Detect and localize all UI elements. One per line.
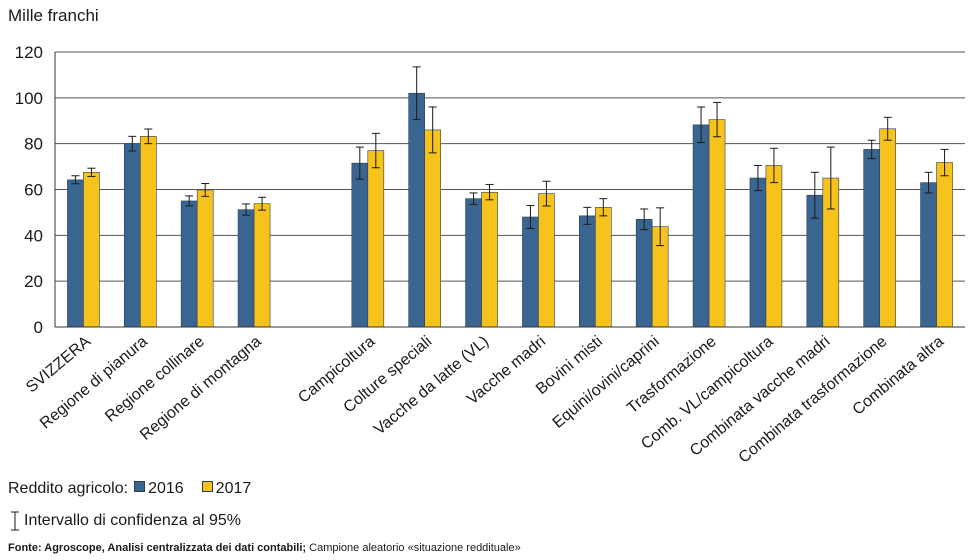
y-tick-label: 100 (15, 89, 43, 108)
legend-label-2017: 2017 (215, 480, 252, 497)
bar-2017 (424, 129, 441, 328)
legend: Reddito agricolo: 2016 2017 (8, 480, 251, 498)
y-tick-label: 60 (24, 181, 43, 200)
bar-2017 (140, 136, 157, 328)
y-tick-label: 40 (24, 226, 43, 245)
source-note: Fonte: Agroscope, Analisi centralizzata … (8, 542, 521, 554)
bar-2016 (635, 218, 653, 328)
bar-2017 (538, 193, 555, 328)
source-normal: Campione aleatorio «situazione redditual… (306, 542, 521, 554)
ci-note-text: Intervallo di confidenza al 95% (24, 512, 242, 529)
legend-label-2016: 2016 (148, 480, 184, 497)
y-tick-label: 20 (24, 272, 43, 291)
y-unit-label: Mille franchi (8, 6, 99, 25)
error-bar-icon (11, 511, 19, 531)
bar-2016 (522, 216, 539, 328)
legend-swatch-2016 (134, 480, 146, 492)
bar-2017 (196, 189, 214, 328)
bar-2017 (936, 162, 953, 328)
confidence-interval-note: Intervallo di confidenza al 95% (8, 510, 241, 532)
x-tick-label: Equini/ovini/caprini (550, 333, 663, 432)
bar-2016 (180, 200, 198, 328)
legend-swatch-2017 (201, 480, 213, 492)
bar-2016 (749, 177, 767, 328)
y-tick-label: 80 (24, 135, 43, 154)
source-bold: Fonte: Agroscope, Analisi centralizzata … (8, 542, 307, 554)
bar-2016 (351, 162, 369, 328)
bar-2016 (237, 209, 255, 328)
legend-title: Reddito agricolo: (8, 480, 129, 497)
y-tick-label: 0 (34, 318, 43, 337)
bar-2017 (481, 191, 498, 328)
bar-2016 (920, 182, 937, 328)
bar-2016 (67, 179, 84, 328)
bar-2017 (879, 128, 896, 328)
bar-2016 (408, 92, 425, 328)
bar-2017 (367, 150, 385, 328)
y-tick-label: 120 (15, 43, 43, 62)
bar-2016 (692, 124, 710, 328)
x-tick-label: Regione collinare (102, 333, 208, 426)
bar-2016 (579, 215, 596, 328)
bar-2017 (253, 203, 271, 328)
bar-2017 (595, 207, 612, 328)
bar-2016 (465, 198, 482, 328)
bar-2017 (708, 119, 726, 328)
bar-2017 (765, 165, 783, 328)
bar-2016 (863, 149, 880, 328)
x-tick-label: Regione di pianura (37, 333, 151, 432)
bar-2016 (124, 143, 141, 328)
bar-2017 (83, 172, 100, 328)
